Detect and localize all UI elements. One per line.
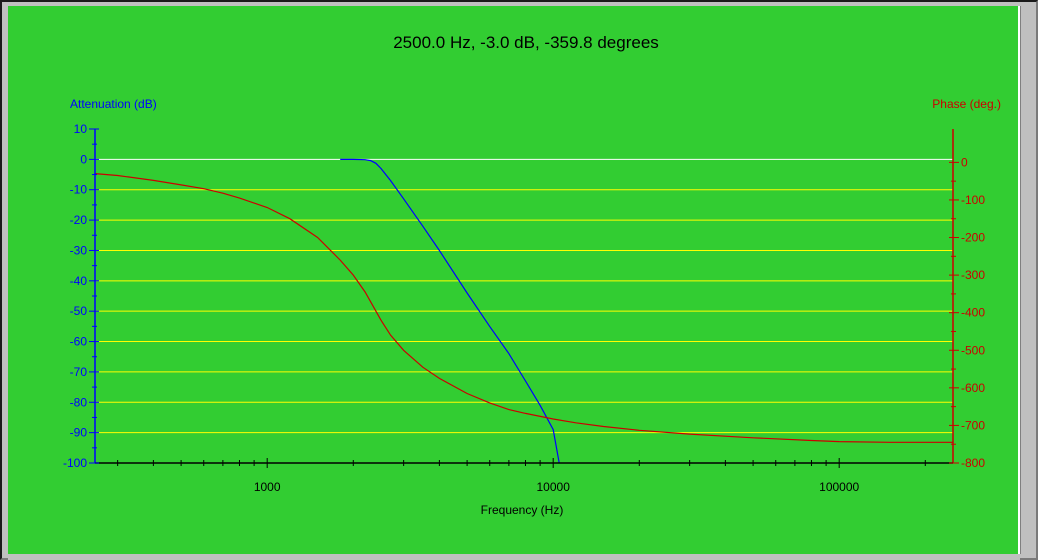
- left-tick-label: -10: [70, 183, 88, 197]
- left-tick-label: -80: [70, 395, 88, 409]
- right-tick-label: -100: [961, 193, 985, 207]
- left-tick-label: -100: [63, 456, 87, 470]
- right-tick-label: -500: [961, 343, 985, 357]
- bode-plot: 2500.0 Hz, -3.0 dB, -359.8 degrees Atten…: [63, 33, 1001, 517]
- right-axis-label: Phase (deg.): [932, 97, 1001, 111]
- window-bottom-edge: [8, 554, 1020, 560]
- phase-curve: [94, 173, 953, 443]
- left-tick-label: -40: [70, 274, 88, 288]
- right-tick-label: -700: [961, 418, 985, 432]
- x-tick-label: 100000: [819, 480, 859, 494]
- right-tick-label: -600: [961, 381, 985, 395]
- right-tick-label: -800: [961, 456, 985, 470]
- chart-panel: 2500.0 Hz, -3.0 dB, -359.8 degrees Atten…: [8, 6, 1020, 554]
- left-tick-label: -70: [70, 365, 88, 379]
- x-axis-label: Frequency (Hz): [481, 503, 564, 517]
- x-tick-label: 1000: [254, 480, 281, 494]
- right-tick-label: -300: [961, 268, 985, 282]
- left-tick-label: 0: [80, 152, 87, 166]
- left-tick-label: -20: [70, 213, 88, 227]
- left-tick-label: -90: [70, 426, 88, 440]
- right-tick-label: -200: [961, 231, 985, 245]
- left-axis-label: Attenuation (dB): [70, 97, 157, 111]
- left-tick-label: 10: [74, 122, 88, 136]
- x-tick-label: 10000: [537, 480, 571, 494]
- attenuation-curve: [340, 158, 560, 464]
- left-tick-label: -30: [70, 243, 88, 257]
- right-tick-label: 0: [961, 155, 968, 169]
- chart-title: 2500.0 Hz, -3.0 dB, -359.8 degrees: [393, 33, 659, 52]
- left-tick-label: -60: [70, 335, 88, 349]
- window-right-edge: [1020, 6, 1033, 554]
- left-tick-label: -50: [70, 304, 88, 318]
- right-tick-label: -400: [961, 306, 985, 320]
